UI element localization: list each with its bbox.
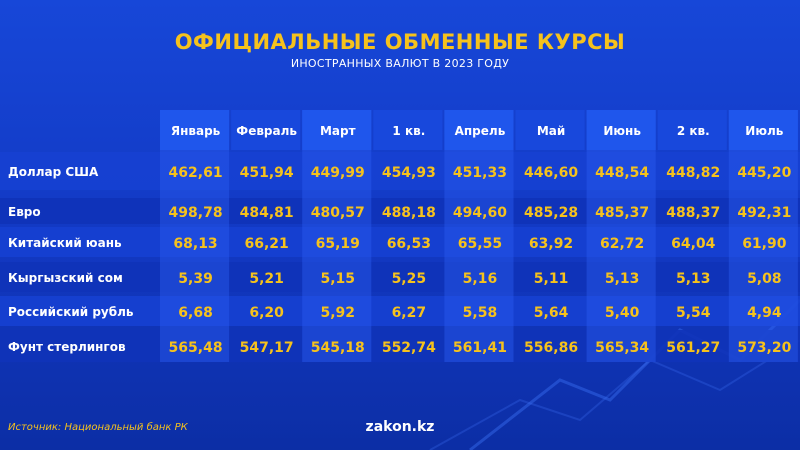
column-header: Январь: [171, 124, 221, 138]
rate-value: 65,55: [458, 236, 502, 252]
column-band: [160, 110, 230, 362]
rate-value: 552,74: [382, 340, 436, 356]
rate-value: 5,40: [605, 305, 640, 321]
rate-value: 5,64: [534, 305, 569, 321]
row-band: [0, 330, 800, 362]
rate-value: 5,25: [392, 271, 427, 287]
column-band: [444, 110, 514, 362]
rate-value: 5,54: [676, 305, 711, 321]
rate-value: 547,17: [240, 340, 294, 356]
rate-value: 5,13: [676, 271, 711, 287]
column-header: Июль: [745, 124, 783, 138]
rate-value: 5,08: [747, 271, 782, 287]
rate-value: 451,33: [453, 165, 507, 181]
row-label: Евро: [8, 205, 41, 219]
rate-value: 485,28: [524, 205, 578, 221]
rate-value: 498,78: [169, 205, 223, 221]
row-label: Доллар США: [8, 165, 99, 179]
column-band: [302, 110, 372, 362]
column-header: Июнь: [603, 124, 641, 138]
rate-value: 556,86: [524, 340, 578, 356]
rate-value: 448,54: [595, 165, 649, 181]
rate-value: 451,94: [240, 165, 294, 181]
rate-value: 449,99: [311, 165, 365, 181]
rate-value: 5,58: [463, 305, 498, 321]
column-header-cell: [160, 110, 230, 150]
rate-value: 565,34: [595, 340, 649, 356]
column-header: Февраль: [236, 124, 297, 138]
column-header-cell: [373, 110, 443, 150]
column-header-cell: [302, 110, 372, 150]
rate-value: 5,92: [320, 305, 355, 321]
chart-title: ОФИЦИАЛЬНЫЕ ОБМЕННЫЕ КУРСЫ: [174, 30, 626, 54]
rate-value: 561,41: [453, 340, 507, 356]
rate-value: 5,13: [605, 271, 640, 287]
rate-value: 66,21: [245, 236, 289, 252]
rate-value: 6,20: [249, 305, 284, 321]
rate-value: 480,57: [311, 205, 365, 221]
column-header: Май: [537, 124, 565, 138]
rate-value: 445,20: [737, 165, 791, 181]
column-header: Март: [320, 124, 356, 138]
column-header-cell: [728, 110, 798, 150]
rate-value: 484,81: [240, 205, 294, 221]
column-band: [586, 110, 656, 362]
rate-value: 5,16: [463, 271, 498, 287]
rate-value: 448,82: [666, 165, 720, 181]
row-label: Китайский юань: [8, 236, 122, 250]
brand-logo-text: zakon.kz: [365, 419, 435, 435]
rate-value: 6,68: [178, 305, 213, 321]
rate-value: 62,72: [600, 236, 644, 252]
column-header-cell: [657, 110, 727, 150]
rate-value: 494,60: [453, 205, 507, 221]
rate-value: 65,19: [316, 236, 360, 252]
column-band: [728, 110, 798, 362]
rate-value: 6,27: [392, 305, 427, 321]
row-band: [0, 152, 800, 190]
column-header-cell: [515, 110, 585, 150]
row-band: [0, 198, 800, 224]
row-band: [0, 227, 800, 257]
row-label: Фунт стерлингов: [8, 340, 126, 354]
rate-value: 61,90: [742, 236, 787, 252]
rate-value: 5,21: [249, 271, 284, 287]
rate-value: 5,11: [534, 271, 569, 287]
rate-value: 63,92: [529, 236, 573, 252]
row-label: Российский рубль: [8, 305, 134, 319]
row-band: [0, 262, 800, 292]
chart-subtitle: ИНОСТРАННЫХ ВАЛЮТ В 2023 ГОДУ: [290, 57, 510, 70]
column-header-cell: [586, 110, 656, 150]
rate-value: 488,18: [382, 205, 436, 221]
rate-value: 573,20: [737, 340, 791, 356]
row-label: Кыргызский сом: [8, 271, 123, 285]
rate-value: 446,60: [524, 165, 578, 181]
rate-value: 64,04: [671, 236, 716, 252]
rate-value: 4,94: [747, 305, 782, 321]
rate-value: 66,53: [387, 236, 431, 252]
column-header-cell: [231, 110, 301, 150]
column-header-cell: [444, 110, 514, 150]
rate-value: 68,13: [173, 236, 217, 252]
column-header: Апрель: [455, 124, 506, 138]
rate-value: 5,39: [178, 271, 213, 287]
rate-value: 462,61: [169, 165, 223, 181]
column-header: 1 кв.: [392, 124, 425, 138]
rate-value: 565,48: [169, 340, 223, 356]
rate-value: 454,93: [382, 165, 436, 181]
column-header: 2 кв.: [677, 124, 710, 138]
rate-value: 492,31: [737, 205, 791, 221]
rate-value: 561,27: [666, 340, 720, 356]
rate-value: 5,15: [320, 271, 355, 287]
source-note: Источник: Национальный банк РК: [8, 422, 188, 433]
rate-value: 488,37: [666, 205, 720, 221]
rate-value: 485,37: [595, 205, 649, 221]
row-band: [0, 296, 800, 326]
rate-value: 545,18: [311, 340, 365, 356]
